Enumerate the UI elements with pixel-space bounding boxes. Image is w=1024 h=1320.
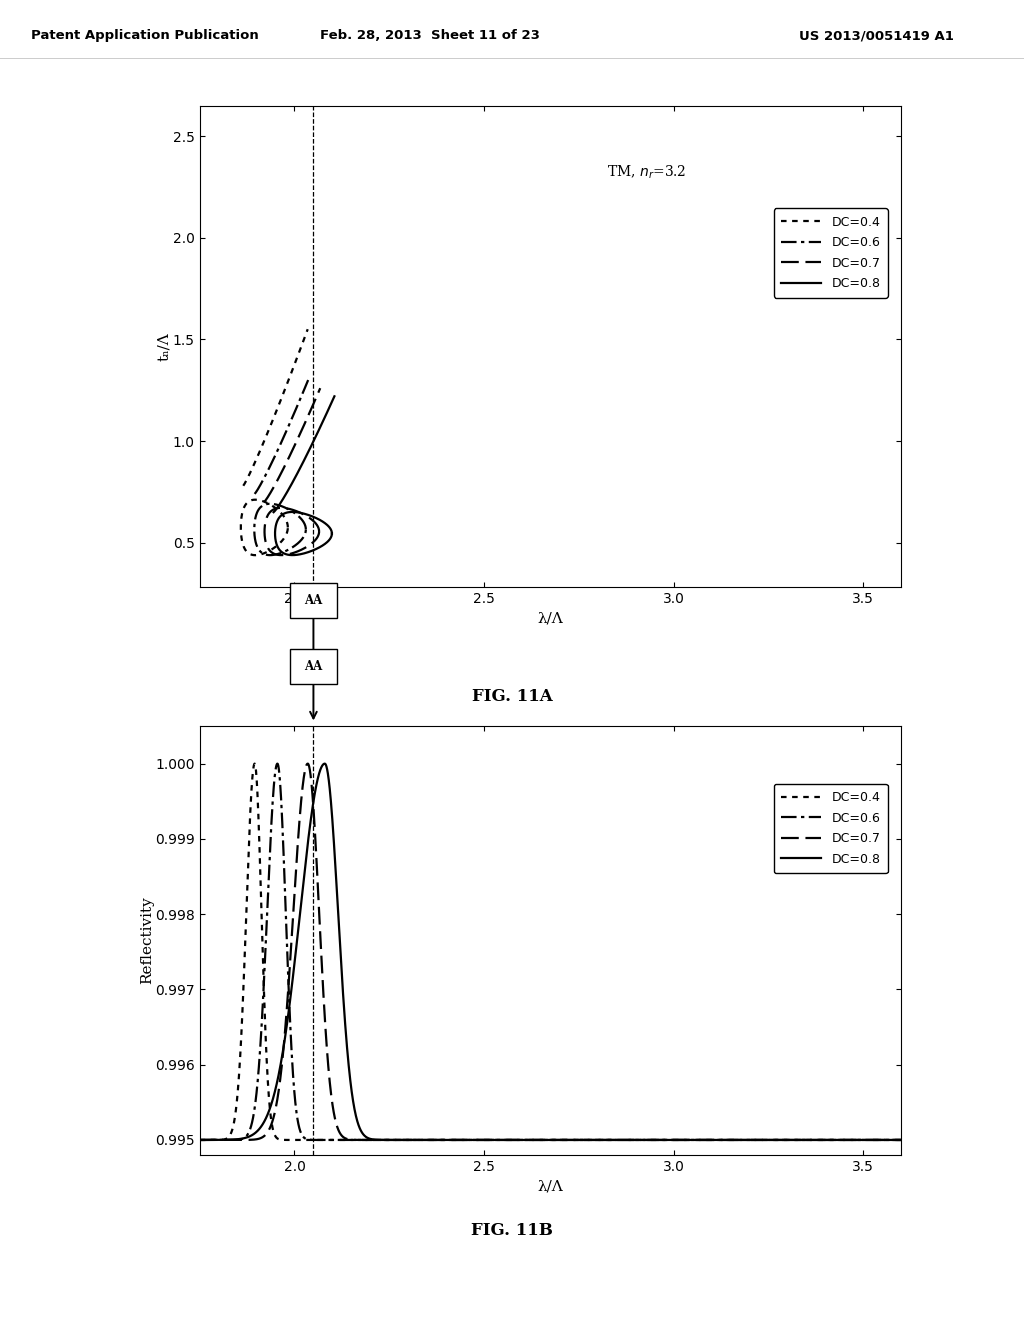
- Text: FIG. 11A: FIG. 11A: [472, 689, 552, 705]
- Text: TM, $n_r$=3.2: TM, $n_r$=3.2: [606, 164, 686, 181]
- FancyBboxPatch shape: [290, 583, 337, 618]
- X-axis label: λ/Λ: λ/Λ: [538, 1179, 563, 1193]
- Text: Patent Application Publication: Patent Application Publication: [31, 29, 258, 42]
- Text: FIG. 11B: FIG. 11B: [471, 1222, 553, 1238]
- FancyBboxPatch shape: [290, 649, 337, 684]
- Legend: DC=0.4, DC=0.6, DC=0.7, DC=0.8: DC=0.4, DC=0.6, DC=0.7, DC=0.8: [774, 209, 888, 298]
- Text: US 2013/0051419 A1: US 2013/0051419 A1: [799, 29, 953, 42]
- Y-axis label: Reflectivity: Reflectivity: [139, 896, 154, 985]
- Y-axis label: tₙ/Λ: tₙ/Λ: [158, 333, 171, 360]
- X-axis label: λ/Λ: λ/Λ: [538, 611, 563, 626]
- Legend: DC=0.4, DC=0.6, DC=0.7, DC=0.8: DC=0.4, DC=0.6, DC=0.7, DC=0.8: [774, 784, 888, 874]
- Text: AA: AA: [304, 660, 323, 673]
- Text: AA: AA: [304, 594, 323, 607]
- Text: Feb. 28, 2013  Sheet 11 of 23: Feb. 28, 2013 Sheet 11 of 23: [321, 29, 540, 42]
